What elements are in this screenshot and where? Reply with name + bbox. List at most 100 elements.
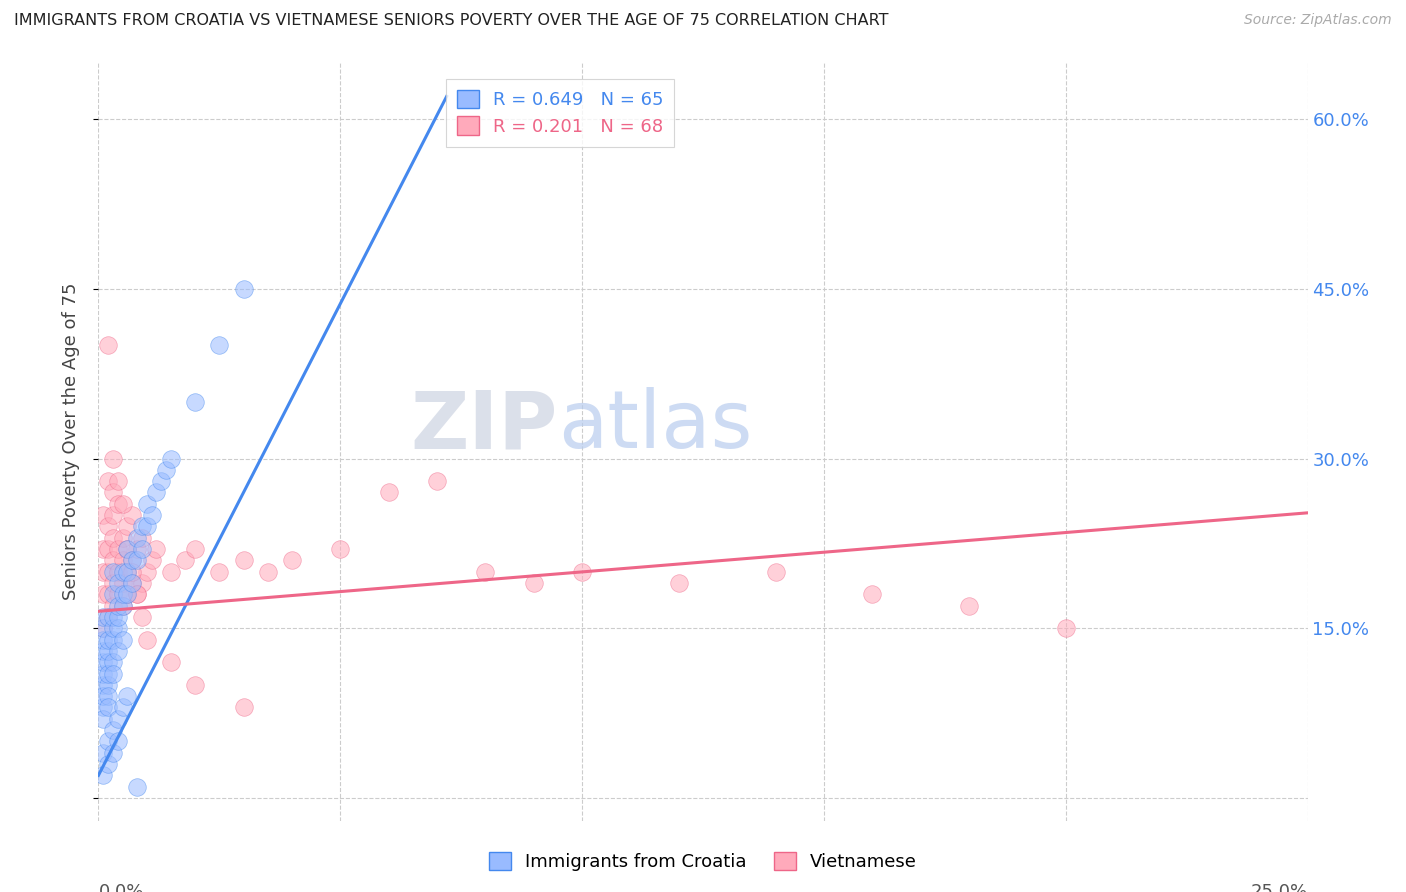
Point: [97, 734, 120, 748]
Point: [101, 576, 124, 591]
Point: [131, 542, 153, 557]
Point: [91, 565, 114, 579]
Point: [131, 610, 153, 624]
Point: [184, 542, 207, 557]
Point: [957, 599, 980, 613]
Text: 25.0%: 25.0%: [1250, 883, 1308, 892]
Point: [160, 451, 183, 466]
Point: [208, 338, 231, 352]
Point: [208, 565, 231, 579]
Point: [135, 565, 157, 579]
Text: atlas: atlas: [558, 387, 752, 466]
Point: [91, 700, 114, 714]
Point: [111, 587, 134, 601]
Point: [160, 565, 183, 579]
Text: ZIP: ZIP: [411, 387, 558, 466]
Point: [101, 531, 124, 545]
Point: [135, 497, 157, 511]
Point: [107, 599, 129, 613]
Point: [127, 780, 149, 794]
Point: [111, 531, 134, 545]
Point: [97, 678, 120, 692]
Point: [117, 689, 139, 703]
Point: [117, 565, 139, 579]
Point: [111, 553, 134, 567]
Point: [121, 565, 143, 579]
Point: [121, 576, 143, 591]
Point: [174, 553, 197, 567]
Point: [145, 485, 167, 500]
Point: [117, 587, 139, 601]
Point: [184, 678, 207, 692]
Point: [111, 700, 134, 714]
Y-axis label: Seniors Poverty Over the Age of 75: Seniors Poverty Over the Age of 75: [62, 283, 80, 600]
Point: [107, 474, 129, 488]
Point: [281, 553, 304, 567]
Point: [135, 632, 157, 647]
Point: [127, 542, 149, 557]
Point: [571, 565, 593, 579]
Point: [101, 565, 124, 579]
Point: [232, 282, 254, 296]
Point: [232, 553, 254, 567]
Point: [101, 587, 124, 601]
Point: [107, 542, 129, 557]
Point: [111, 497, 134, 511]
Point: [107, 576, 129, 591]
Point: [121, 553, 143, 567]
Point: [121, 576, 143, 591]
Point: [117, 542, 139, 557]
Point: [97, 700, 120, 714]
Point: [91, 587, 114, 601]
Point: [111, 599, 134, 613]
Point: [107, 712, 129, 726]
Point: [97, 587, 120, 601]
Point: [141, 553, 163, 567]
Point: [97, 689, 120, 703]
Point: [131, 576, 153, 591]
Point: [91, 678, 114, 692]
Point: [91, 746, 114, 760]
Point: [97, 666, 120, 681]
Point: [127, 531, 149, 545]
Point: [377, 485, 399, 500]
Point: [127, 553, 149, 567]
Point: [91, 632, 114, 647]
Point: [97, 474, 120, 488]
Point: [101, 599, 124, 613]
Point: [101, 485, 124, 500]
Point: [111, 565, 134, 579]
Point: [111, 576, 134, 591]
Point: [97, 565, 120, 579]
Point: [121, 508, 143, 522]
Point: [97, 644, 120, 658]
Point: [91, 712, 114, 726]
Point: [117, 587, 139, 601]
Point: [107, 734, 129, 748]
Point: [101, 666, 124, 681]
Point: [97, 655, 120, 669]
Point: [91, 768, 114, 782]
Point: [111, 599, 134, 613]
Point: [232, 700, 254, 714]
Point: [107, 587, 129, 601]
Point: [91, 655, 114, 669]
Point: [97, 757, 120, 772]
Point: [474, 565, 496, 579]
Point: [91, 542, 114, 557]
Point: [101, 723, 124, 738]
Point: [101, 632, 124, 647]
Point: [860, 587, 883, 601]
Point: [150, 474, 173, 488]
Legend: R = 0.649   N = 65, R = 0.201   N = 68: R = 0.649 N = 65, R = 0.201 N = 68: [446, 79, 675, 146]
Point: [107, 565, 129, 579]
Point: [101, 655, 124, 669]
Point: [91, 610, 114, 624]
Point: [101, 508, 124, 522]
Point: [184, 395, 207, 409]
Point: [97, 542, 120, 557]
Point: [135, 519, 157, 533]
Point: [97, 632, 120, 647]
Point: [111, 632, 134, 647]
Point: [97, 519, 120, 533]
